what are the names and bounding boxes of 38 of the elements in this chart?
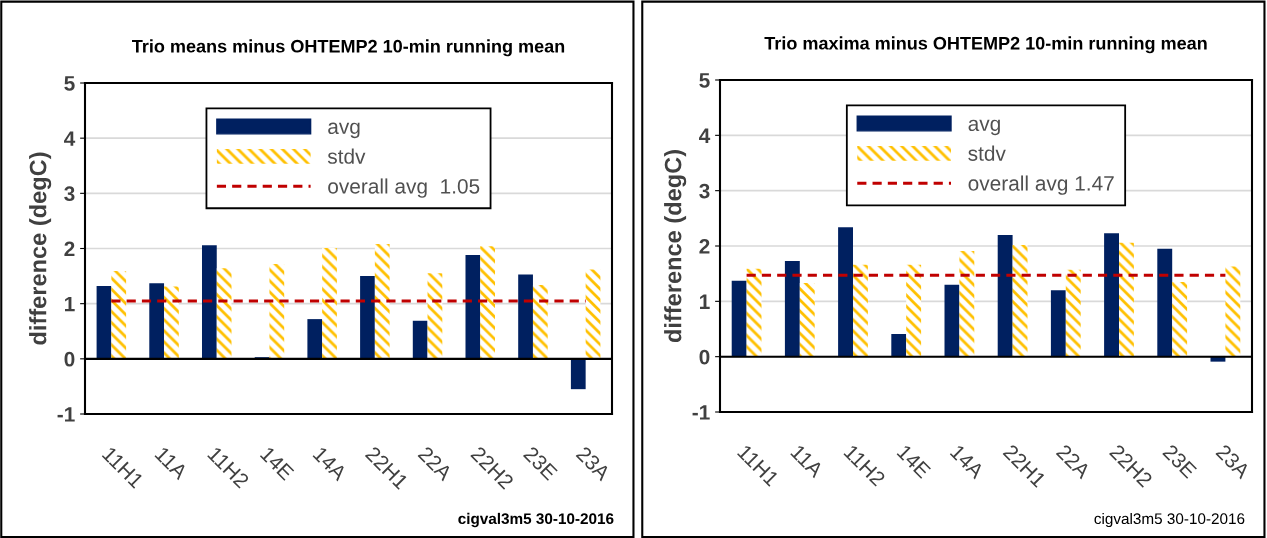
y-tick-label: 5 [64, 76, 75, 91]
x-tick-label: 23A [575, 445, 612, 482]
y-tick-label: 1 [65, 296, 75, 312]
y-tick-label: 0 [699, 349, 710, 365]
x-tick-label: 11A [790, 444, 825, 479]
legend-label: overall avg 1.47 [968, 175, 1114, 195]
y-axis-title: difference (degC) [29, 152, 52, 345]
y-tick-label: 5 [699, 73, 710, 88]
y-tick-label: 2 [699, 239, 710, 254]
legend-label: avg [328, 122, 360, 139]
x-tick-label: 23A [1215, 443, 1252, 480]
legend-label: overall avg 1.05 [328, 178, 480, 198]
legend-label: stdv [327, 148, 366, 164]
y-tick-label: 4 [699, 128, 711, 143]
y-tick-label: -1 [57, 407, 75, 422]
y-axis-title: difference (degC) [664, 150, 687, 343]
x-tick-label: 23E [522, 445, 559, 481]
y-tick-label: 2 [64, 241, 75, 257]
x-tick-label: 14E [259, 446, 295, 481]
legend-label: avg [968, 119, 1000, 136]
chart-title: Trio maxima minus OHTEMP2 10-min running mean [764, 36, 1207, 54]
text: cigval3m5 30-10-2016 [1094, 512, 1245, 528]
x-tick-label: 22A [1055, 443, 1092, 480]
y-tick-label: 0 [64, 351, 75, 367]
y-tick-label: -1 [692, 405, 710, 420]
x-tick-label: 11A [154, 446, 189, 481]
y-tick-label: 3 [699, 183, 710, 199]
x-tick-label: 14E [896, 444, 932, 479]
y-tick-label: 3 [64, 186, 75, 202]
text: cigval3m5 30-10-2016 [458, 512, 614, 528]
x-tick-label: 14A [312, 446, 348, 482]
x-tick-label: 14A [949, 444, 986, 480]
x-tick-label: 22A [417, 445, 454, 482]
y-tick-label: 4 [64, 131, 76, 146]
chart-title: Trio means minus OHTEMP2 10-min running mean [132, 39, 565, 57]
x-tick-label: 23E [1162, 443, 1198, 479]
y-tick-label: 1 [700, 294, 710, 309]
legend-label: stdv [968, 145, 1006, 161]
